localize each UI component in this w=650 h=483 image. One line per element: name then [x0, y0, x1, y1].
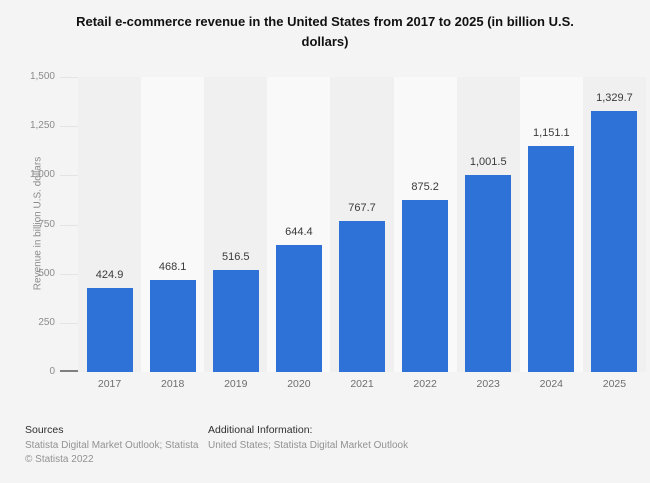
bar-value-label: 468.1: [158, 260, 187, 273]
bar-value-label: 875.2: [411, 180, 439, 193]
bar-2018[interactable]: [149, 279, 196, 372]
bar-value-label: 516.5: [222, 251, 250, 264]
additional-info-block: Additional Information: United States; S…: [208, 424, 488, 453]
bar-slot: 1,001.5: [456, 77, 520, 372]
y-tick-label: 750: [38, 218, 55, 230]
bar-2023[interactable]: [465, 175, 512, 372]
copyright-text: © Statista 2022: [25, 453, 94, 465]
x-axis-label: 2018: [160, 378, 185, 390]
bar-value-label: 644.4: [285, 226, 313, 239]
bar-slot: 468.1: [141, 77, 205, 372]
x-axis-label: 2025: [602, 378, 627, 390]
y-tick-label: 0: [49, 366, 55, 377]
x-axis-labels: 2017 2018 2019 2020 2021 2022 2023 2024 2025: [78, 378, 646, 390]
x-axis-label: 2019: [224, 378, 248, 390]
y-tick-label: 1,500: [29, 71, 55, 82]
bar-slot: 424.9: [78, 77, 142, 372]
additional-info-text: United States; Statista Digital Market O…: [208, 440, 409, 451]
bar-slot: 875.2: [393, 77, 457, 372]
y-tick-label: 500: [38, 267, 55, 279]
bar-slot: 516.5: [204, 77, 268, 372]
sources-block: Sources Statista Digital Market Outlook;…: [25, 424, 200, 466]
x-axis-label: 2022: [413, 378, 437, 390]
chart-title: Retail e-commerce revenue in the United …: [76, 14, 574, 49]
bar-2024[interactable]: [528, 145, 575, 372]
x-axis-label: 2021: [350, 378, 374, 390]
bar-value-label: 1,151.1: [532, 126, 570, 139]
bar-slot: 767.7: [330, 77, 394, 372]
bar-2025[interactable]: [591, 110, 638, 372]
x-axis-label: 2023: [476, 378, 500, 390]
y-tick-label: 1,250: [29, 120, 55, 132]
x-axis-label: 2017: [97, 378, 122, 390]
bar-value-label: 767.7: [348, 202, 376, 215]
bar-value-label: 1,329.7: [596, 91, 633, 104]
bar-2021[interactable]: [338, 221, 385, 372]
bar-2020[interactable]: [275, 245, 322, 372]
x-axis-label: 2024: [539, 378, 563, 390]
bar-2022[interactable]: [402, 199, 449, 372]
bar-value-label: 1,001.5: [469, 156, 507, 169]
y-tick-label: 250: [38, 316, 55, 328]
sources-title: Sources: [25, 424, 64, 436]
additional-info-title: Additional Information:: [208, 424, 313, 436]
y-tick-label: 1,000: [29, 169, 55, 181]
bar-slot: 1,151.1: [519, 77, 583, 372]
bar-slot: 644.4: [267, 77, 331, 372]
y-axis-ticks: 1,500 1,250 1,000 750 500 250 0: [0, 72, 55, 377]
x-axis-label: 2020: [287, 378, 311, 390]
bar-2017[interactable]: [86, 288, 133, 372]
sources-text: Statista Digital Market Outlook; Statist…: [25, 440, 199, 451]
bar-slot: 1,329.7: [582, 77, 646, 372]
plot-area: 424.9 468.1 516.5 644.4 767.7 875.2 1,001.5 1,1…: [78, 77, 646, 372]
bar-value-label: 424.9: [95, 269, 124, 282]
bar-2019[interactable]: [212, 270, 259, 372]
